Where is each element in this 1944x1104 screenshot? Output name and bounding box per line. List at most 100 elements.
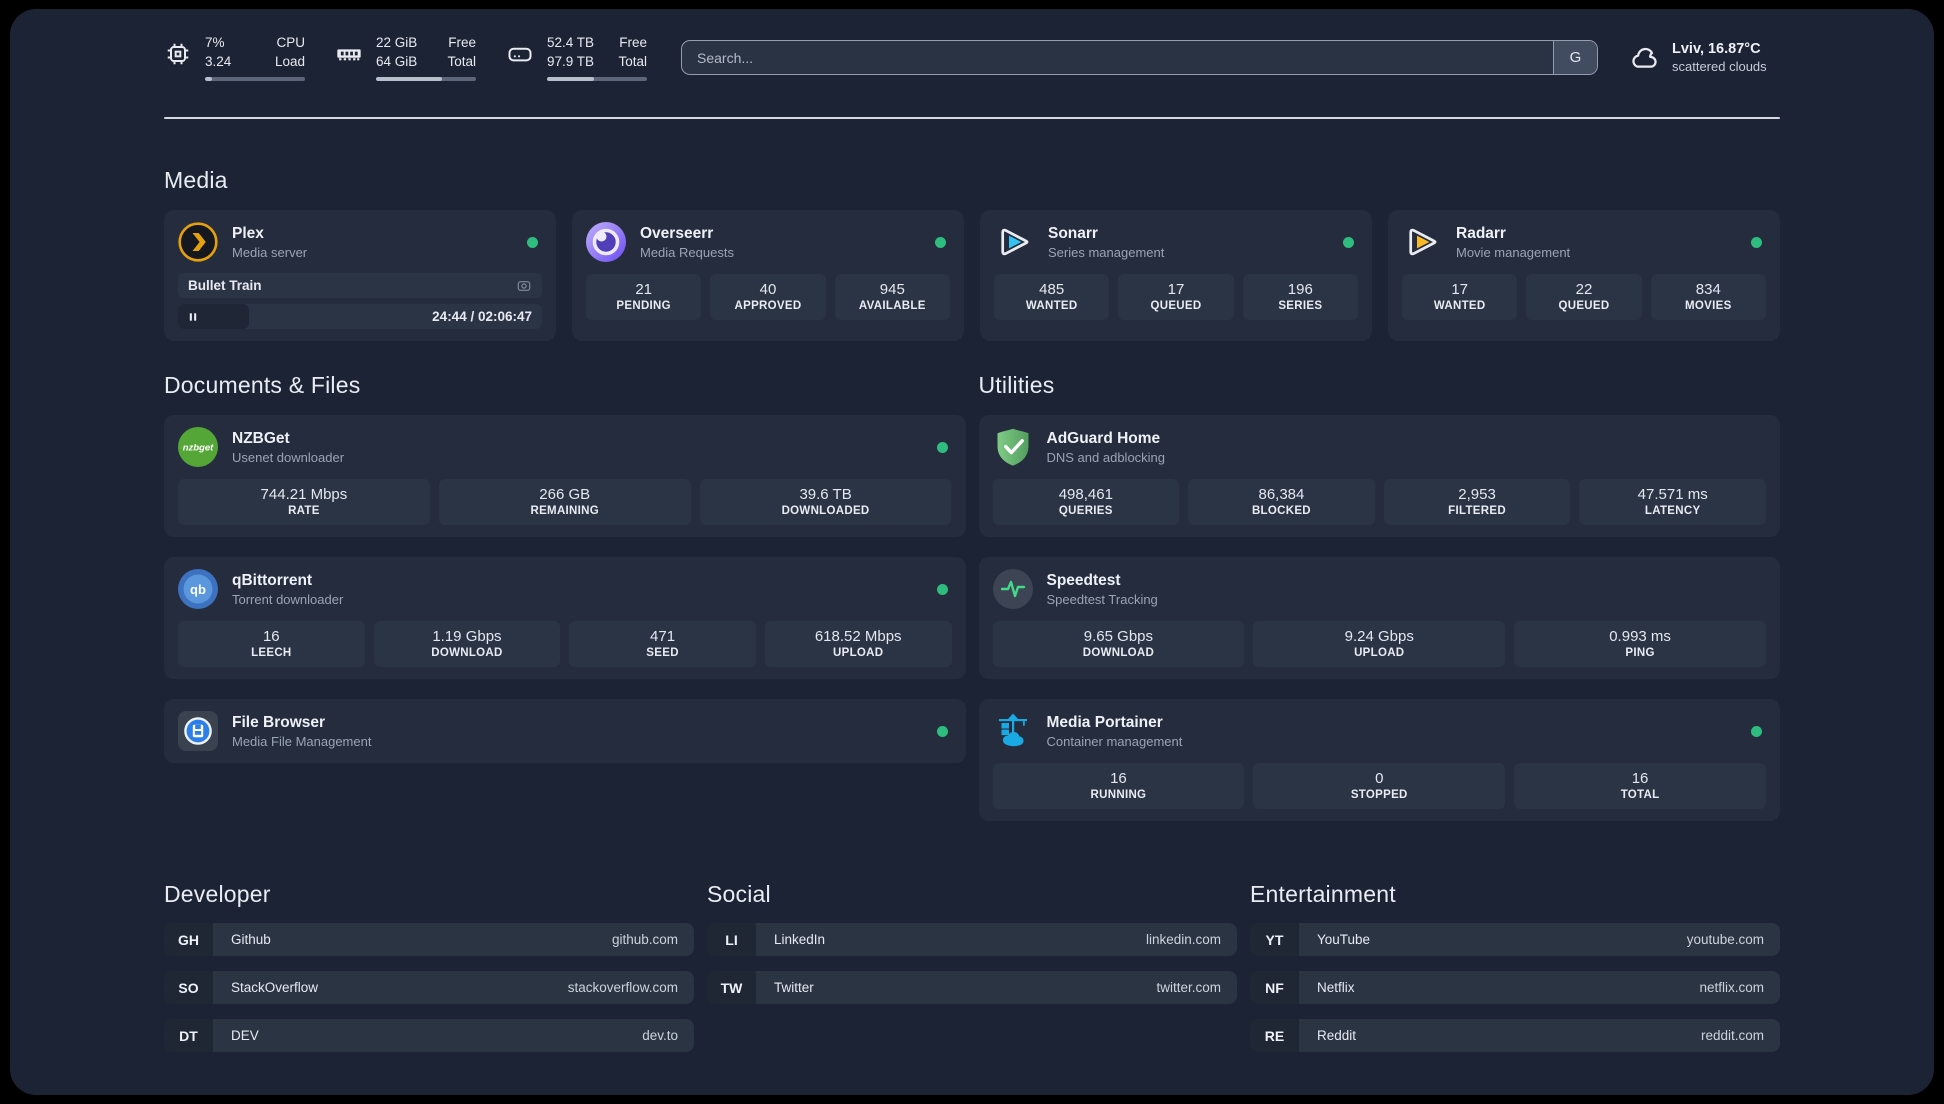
app-card-adguard-home[interactable]: AdGuard Home DNS and adblocking 498,461 … [978,415,1780,538]
stat-tile-label: QUEUED [1150,300,1202,313]
stat-value-bottom: 64 GiB [376,53,418,69]
app-description: Usenet downloader [232,449,345,465]
app-card-file-browser[interactable]: File Browser Media File Management [164,699,966,764]
bookmark-url: github.com [611,923,694,957]
bookmark-url: reddit.com [1700,1019,1780,1053]
app-name: AdGuard Home [1046,429,1161,447]
app-card-plex[interactable]: Plex Media server Bullet Train 24:44 / 0… [164,210,556,342]
stat-tile: 86,384 BLOCKED [1188,479,1375,526]
stat-label-bottom: Total [618,53,647,69]
stat-tile: 834 MOVIES [1650,274,1766,321]
status-dot [527,236,538,248]
app-name: NZBGet [232,429,290,447]
bookmark-name: Github [213,923,612,957]
stat-tile-label: SEED [646,647,679,660]
bookmark-name: YouTube [1299,923,1687,957]
app-description: Media server [232,244,308,260]
stat-tile: 196 SERIES [1242,274,1358,321]
stat-tile-label: BLOCKED [1251,505,1311,518]
stat-tile-value: 9.65 Gbps [1083,628,1154,646]
stat-tile-value: 39.6 TB [799,486,852,504]
radarr-icon [1402,222,1442,262]
bookmark-name: Reddit [1299,1019,1701,1053]
bookmark-abbr: TW [707,971,756,1005]
bookmark-url: dev.to [642,1019,694,1053]
bookmark-abbr: RE [1250,1019,1299,1053]
overseerr-icon [586,222,626,263]
bookmark-github[interactable]: GH Github github.com [164,923,694,957]
app-stats: 498,461 QUERIES 86,384 BLOCKED 2,953 FIL… [992,479,1766,526]
stat-tile-value: 17 [1167,281,1185,299]
app-card-overseerr[interactable]: Overseerr Media Requests 21 PENDING 40 A… [572,210,964,342]
app-name: Plex [232,224,264,242]
bookmark-abbr: GH [164,923,213,957]
app-card-nzbget[interactable]: nzbget NZBGet Usenet downloader 744.21 M… [164,415,966,538]
section-title-documents: Documents & Files [164,372,361,399]
app-name: Sonarr [1048,224,1098,242]
bookmark-netflix[interactable]: NF Netflix netflix.com [1250,971,1780,1005]
search-bar: G [681,40,1598,76]
search-engine-button[interactable]: G [1553,41,1597,75]
weather-widget: Lviv, 16.87°C scattered clouds [1628,41,1780,74]
stat-value-top: 52.4 TB [547,35,595,50]
bookmark-stackoverflow[interactable]: SO StackOverflow stackoverflow.com [164,971,694,1005]
bookmark-youtube[interactable]: YT YouTube youtube.com [1250,923,1780,957]
stat-tile-value: 266 GB [539,486,591,504]
stat-value-top: 7% [205,35,225,50]
bookmark-reddit[interactable]: RE Reddit reddit.com [1250,1019,1780,1053]
bookmark-dev[interactable]: DT DEV dev.to [164,1019,694,1053]
speedtest-icon [992,569,1033,610]
app-stats: 16 LEECH 1.19 Gbps DOWNLOAD 471 SEED 618… [178,621,952,668]
app-description: Speedtest Tracking [1046,591,1158,607]
system-stat: 22 GiB Free 64 GiB Total [335,34,476,82]
stat-value-bottom: 97.9 TB [547,53,595,69]
status-dot [936,583,948,595]
stat-label-bottom: Load [274,53,305,69]
status-dot [1343,236,1354,248]
stat-tile-value: 471 [650,628,676,646]
filebrowser-icon [178,711,218,752]
stat-tile-value: 744.21 Mbps [260,486,348,504]
sonarr-icon [994,222,1034,262]
app-name: qBittorrent [232,571,313,589]
app-card-radarr[interactable]: Radarr Movie management 17 WANTED 22 QUE… [1388,210,1780,342]
usage-bar [547,76,647,82]
stat-tile-label: MOVIES [1685,300,1732,313]
stat-value-bottom: 3.24 [205,53,232,69]
pause-icon[interactable] [186,310,200,324]
app-card-qbittorrent[interactable]: qb qBittorrent Torrent downloader 16 LEE… [164,557,966,680]
stat-tile-value: 9.24 Gbps [1344,628,1414,646]
app-description: Series management [1048,244,1165,260]
disk-icon [506,40,534,68]
portainer-icon [993,711,1033,751]
app-stats: 16 RUNNING 0 STOPPED 16 TOTAL [992,763,1767,810]
video-icon [516,278,532,294]
stat-tile-label: PENDING [616,300,671,313]
status-dot [1751,236,1762,248]
app-name: File Browser [232,713,326,731]
stat-tile: 1.19 Gbps DOWNLOAD [373,621,561,668]
app-card-sonarr[interactable]: Sonarr Series management 485 WANTED 17 Q… [980,210,1372,342]
bookmark-abbr: SO [164,971,213,1005]
usage-bar [376,76,476,82]
stat-tile-label: RUNNING [1090,789,1147,802]
stat-tile-value: 21 [635,281,652,299]
status-dot [936,725,948,737]
bookmark-url: youtube.com [1686,923,1780,957]
weather-location-temp: Lviv, 16.87°C [1672,41,1761,58]
bookmark-group-title: Entertainment [1250,881,1396,908]
stat-label-top: Free [619,35,647,50]
status-dot [935,236,946,248]
header-divider [164,117,1780,120]
system-stat: 52.4 TB Free 97.9 TB Total [506,34,647,82]
app-card-speedtest[interactable]: Speedtest Speedtest Tracking 9.65 Gbps D… [978,557,1780,680]
search-input[interactable] [682,41,1553,75]
app-card-media-portainer[interactable]: Media Portainer Container management 16 … [978,699,1780,822]
bookmark-linkedin[interactable]: LI LinkedIn linkedin.com [707,923,1237,957]
stat-tile-value: 16 [1631,770,1649,788]
column-utilities: Utilities AdGuard Home DNS and adblockin… [978,372,1780,822]
stat-tile: 47.571 ms LATENCY [1579,479,1766,526]
bookmark-twitter[interactable]: TW Twitter twitter.com [707,971,1237,1005]
svg-text:qb: qb [190,582,206,597]
stat-tile-label: LEECH [251,647,292,660]
